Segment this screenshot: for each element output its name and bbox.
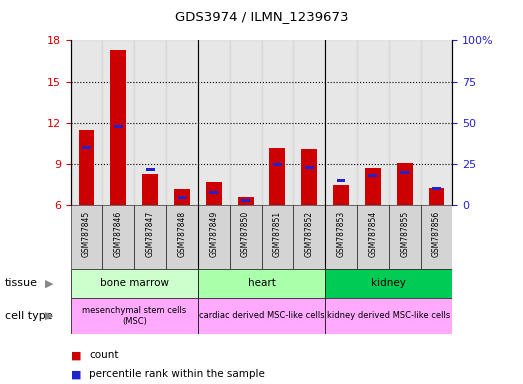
Bar <box>397 163 413 205</box>
Text: GSM787851: GSM787851 <box>273 210 282 257</box>
Bar <box>134 205 166 269</box>
Bar <box>325 298 452 334</box>
Bar <box>389 40 420 205</box>
Bar <box>178 196 186 199</box>
Bar <box>110 50 126 205</box>
Text: GSM787853: GSM787853 <box>336 210 346 257</box>
Bar <box>333 185 349 205</box>
Bar <box>305 166 314 169</box>
Bar <box>142 174 158 205</box>
Bar <box>420 40 452 205</box>
Text: kidney: kidney <box>371 278 406 288</box>
Bar <box>400 171 409 174</box>
Bar <box>71 40 103 205</box>
Bar <box>103 205 134 269</box>
Bar <box>71 298 198 334</box>
Bar <box>230 205 262 269</box>
Text: ▶: ▶ <box>46 311 54 321</box>
Bar <box>262 205 293 269</box>
Bar <box>71 269 198 298</box>
Text: kidney derived MSC-like cells: kidney derived MSC-like cells <box>327 311 450 320</box>
Text: GSM787848: GSM787848 <box>177 210 187 257</box>
Text: cell type: cell type <box>5 311 53 321</box>
Text: GSM787849: GSM787849 <box>209 210 218 257</box>
Text: GSM787855: GSM787855 <box>400 210 409 257</box>
Bar <box>262 40 293 205</box>
Bar <box>114 125 123 128</box>
Bar <box>82 146 91 149</box>
Text: ▶: ▶ <box>46 278 54 288</box>
Text: GSM787846: GSM787846 <box>114 210 123 257</box>
Bar <box>428 187 445 205</box>
Text: GSM787845: GSM787845 <box>82 210 91 257</box>
Text: cardiac derived MSC-like cells: cardiac derived MSC-like cells <box>199 311 324 320</box>
Bar <box>78 130 95 205</box>
Bar <box>301 149 317 205</box>
Bar <box>369 174 377 177</box>
Bar <box>166 40 198 205</box>
Bar <box>293 205 325 269</box>
Bar <box>337 179 345 182</box>
Bar <box>198 298 325 334</box>
Bar <box>103 40 134 205</box>
Bar <box>206 182 222 205</box>
Bar <box>269 148 286 205</box>
Bar <box>357 205 389 269</box>
Text: count: count <box>89 350 118 360</box>
Text: GSM787854: GSM787854 <box>368 210 378 257</box>
Bar <box>146 167 154 170</box>
Text: ■: ■ <box>71 350 81 360</box>
Text: GSM787852: GSM787852 <box>305 210 314 257</box>
Bar <box>230 40 262 205</box>
Text: ■: ■ <box>71 369 81 379</box>
Bar <box>389 205 420 269</box>
Bar <box>365 168 381 205</box>
Bar <box>325 205 357 269</box>
Text: bone marrow: bone marrow <box>100 278 169 288</box>
Bar <box>273 163 282 166</box>
Bar <box>237 197 254 205</box>
Bar <box>432 187 441 190</box>
Text: tissue: tissue <box>5 278 38 288</box>
Text: GDS3974 / ILMN_1239673: GDS3974 / ILMN_1239673 <box>175 10 348 23</box>
Bar <box>325 40 357 205</box>
Bar <box>241 199 250 202</box>
Bar <box>198 269 325 298</box>
Text: mesenchymal stem cells
(MSC): mesenchymal stem cells (MSC) <box>82 306 186 326</box>
Text: GSM787850: GSM787850 <box>241 210 250 257</box>
Bar <box>166 205 198 269</box>
Bar <box>293 40 325 205</box>
Text: heart: heart <box>247 278 276 288</box>
Bar <box>209 191 218 194</box>
Bar <box>198 205 230 269</box>
Text: percentile rank within the sample: percentile rank within the sample <box>89 369 265 379</box>
Text: GSM787847: GSM787847 <box>145 210 155 257</box>
Bar <box>325 269 452 298</box>
Bar <box>198 40 230 205</box>
Bar <box>134 40 166 205</box>
Bar <box>71 205 103 269</box>
Bar <box>420 205 452 269</box>
Bar <box>357 40 389 205</box>
Bar <box>174 189 190 205</box>
Text: GSM787856: GSM787856 <box>432 210 441 257</box>
